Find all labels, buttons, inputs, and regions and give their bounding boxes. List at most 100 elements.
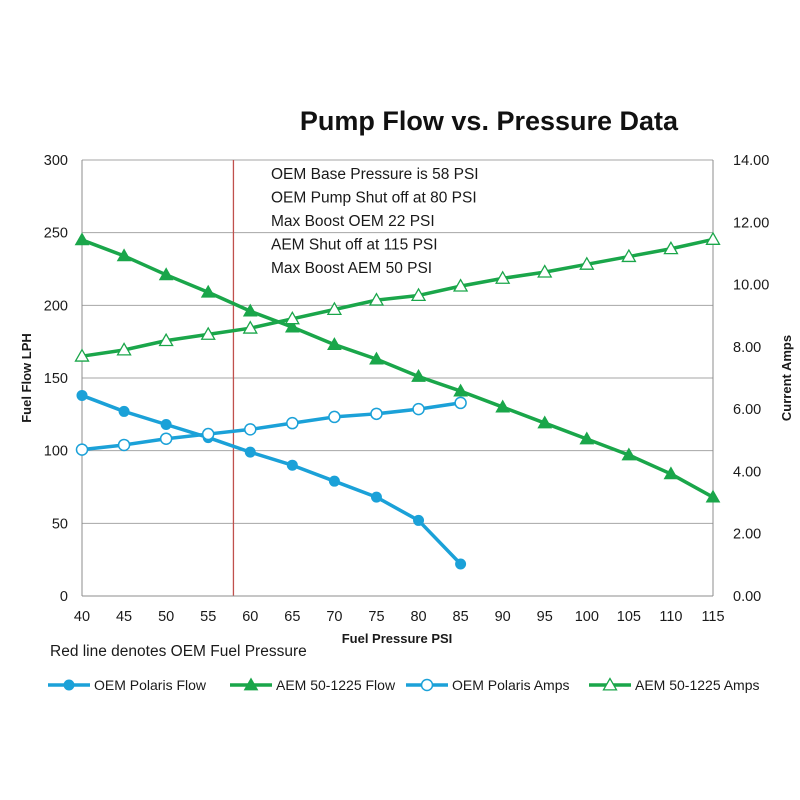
x-tick-label: 110 [659,609,682,625]
data-point [117,438,131,452]
data-point [413,514,425,526]
annotation-text: AEM Shut off at 115 PSI [271,237,438,254]
data-point [74,348,90,362]
data-point [370,491,382,503]
series-1 [76,389,467,570]
data-point [116,248,132,262]
legend-marker [243,677,259,691]
data-point [579,256,595,270]
data-point [495,270,511,284]
x-tick-label: 65 [284,609,300,625]
series-3 [75,396,467,456]
y-right-tick-label: 14.00 [733,153,769,169]
y-left-tick-label: 0 [60,589,68,605]
x-tick-label: 70 [326,609,342,625]
x-tick-label: 115 [701,609,724,625]
series-line [80,393,463,566]
legend: OEM Polaris Flow AEM 50-1225 Flow OEM Pola… [48,677,760,693]
data-point [158,267,174,281]
legend-label: AEM 50-1225 Flow [276,677,396,693]
x-tick-label: 40 [74,609,90,625]
y-left-tick-label: 50 [52,516,68,532]
data-point [454,396,467,410]
data-point [284,319,300,333]
data-point [158,332,174,347]
data-point [284,311,300,325]
data-point [411,369,426,382]
y-left-tick-label: 200 [44,298,68,314]
y-right-tick-label: 0.00 [733,589,761,605]
data-point [159,432,173,445]
data-point [453,383,468,397]
legend-marker [420,678,434,692]
annotation-text: OEM Pump Shut off at 80 PSI [271,190,477,207]
data-point [75,443,89,456]
data-point [201,427,215,441]
axes: 0 50 100 150 200 250 300 0.00 2.00 4.00 6.00 8.00 10… [44,153,770,625]
x-tick-label: 105 [617,609,641,625]
x-tick-label: 45 [116,609,132,625]
data-point [200,284,216,298]
data-point [118,405,130,417]
data-point [412,402,425,416]
legend-marker [602,677,618,691]
series-line [80,401,463,452]
y-right-tick-label: 6.00 [733,402,761,418]
data-point [621,248,637,263]
data-point [242,320,258,334]
data-point [621,447,637,461]
legend-label: OEM Polaris Amps [452,677,569,693]
annotation-group: OEM Base Pressure is 58 PSI OEM Pump Shut… [271,166,479,277]
annotation-text: Max Boost AEM 50 PSI [271,260,432,277]
series-group [74,231,721,570]
data-point [705,231,721,245]
x-tick-label: 50 [158,609,174,625]
data-point [370,407,383,421]
legend-label: AEM 50-1225 Amps [635,677,760,693]
data-point [200,326,216,340]
data-point [495,399,511,413]
x-tick-label: 55 [200,609,216,625]
x-tick-label: 80 [410,609,426,625]
x-tick-label: 95 [537,609,553,625]
legend-label: OEM Polaris Flow [94,677,207,693]
data-point [74,232,90,246]
y-left-tick-label: 250 [44,226,68,242]
annotation-text: OEM Base Pressure is 58 PSI [271,166,479,183]
data-point [160,419,172,431]
x-tick-label: 90 [495,609,511,625]
series-2 [74,232,721,503]
x-tick-label: 100 [575,609,599,625]
y-right-tick-label: 10.00 [733,278,769,294]
data-point [116,342,132,356]
data-point [328,410,341,424]
legend-item: AEM 50-1225 Amps [589,677,760,693]
y-right-tick-label: 2.00 [733,527,761,543]
y-axis-label-left: Fuel Flow LPH [19,333,34,423]
data-point [327,337,342,350]
data-point [369,351,384,365]
y-right-tick-label: 12.00 [733,215,769,231]
data-point [663,466,679,480]
data-point [410,287,427,301]
data-point [705,489,721,503]
series-line [80,238,715,499]
data-point [537,415,553,429]
data-point [286,416,299,430]
data-point [326,301,343,316]
data-point [537,264,553,278]
annotation-text: Max Boost OEM 22 PSI [271,213,435,230]
y-left-tick-label: 100 [44,444,68,460]
data-point [455,558,467,570]
x-tick-label: 85 [453,609,469,625]
legend-item: OEM Polaris Amps [406,677,569,693]
legend-item: OEM Polaris Flow [48,677,207,693]
data-point [244,423,257,436]
data-point [244,446,256,458]
legend-marker [63,679,75,691]
data-point [286,459,298,471]
y-right-tick-label: 8.00 [733,340,761,356]
legend-item: AEM 50-1225 Flow [230,677,396,693]
data-point [242,303,258,317]
y-right-tick-label: 4.00 [733,464,761,480]
